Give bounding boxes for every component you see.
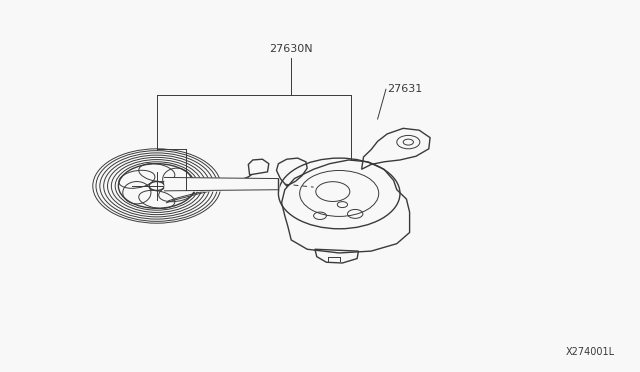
Text: 27633: 27633 xyxy=(147,185,182,195)
Text: 27630N: 27630N xyxy=(269,44,313,54)
Text: X274001L: X274001L xyxy=(565,347,614,357)
Text: 27631: 27631 xyxy=(387,84,422,94)
Polygon shape xyxy=(248,159,269,175)
Circle shape xyxy=(118,164,195,208)
